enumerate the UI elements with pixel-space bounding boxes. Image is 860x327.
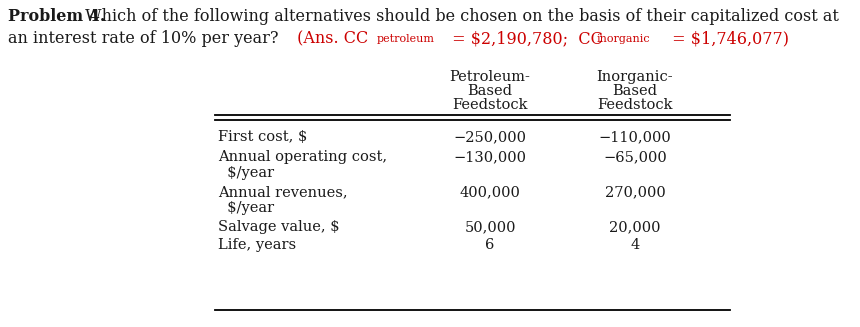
Text: an interest rate of 10% per year?: an interest rate of 10% per year? [8,30,279,47]
Text: Salvage value, $: Salvage value, $ [218,220,340,234]
Text: −130,000: −130,000 [453,150,526,164]
Text: Annual operating cost,: Annual operating cost, [218,150,387,164]
Text: Problem 4.: Problem 4. [8,8,106,25]
Text: Based: Based [612,84,658,98]
Text: Petroleum-: Petroleum- [450,70,531,84]
Text: Feedstock: Feedstock [452,98,528,112]
Text: 400,000: 400,000 [459,185,520,199]
Text: petroleum: petroleum [377,34,435,44]
Text: −250,000: −250,000 [453,130,526,144]
Text: Annual revenues,: Annual revenues, [218,185,347,199]
Text: 6: 6 [485,238,494,252]
Text: Feedstock: Feedstock [597,98,673,112]
Text: inorganic: inorganic [597,34,651,44]
Text: First cost, $: First cost, $ [218,130,307,144]
Text: Inorganic-: Inorganic- [597,70,673,84]
Text: 4: 4 [630,238,640,252]
Text: (Ans. CC: (Ans. CC [292,30,368,47]
Text: −110,000: −110,000 [599,130,672,144]
Text: Life, years: Life, years [218,238,296,252]
Text: $/year: $/year [218,166,274,180]
Text: Which of the following alternatives should be chosen on the basis of their capit: Which of the following alternatives shou… [80,8,838,25]
Text: Based: Based [468,84,513,98]
Text: 270,000: 270,000 [605,185,666,199]
Text: 50,000: 50,000 [464,220,516,234]
Text: −65,000: −65,000 [603,150,667,164]
Text: 20,000: 20,000 [609,220,660,234]
Text: $/year: $/year [218,201,274,215]
Text: = $2,190,780;  CC: = $2,190,780; CC [447,30,603,47]
Text: = $1,746,077): = $1,746,077) [667,30,789,47]
